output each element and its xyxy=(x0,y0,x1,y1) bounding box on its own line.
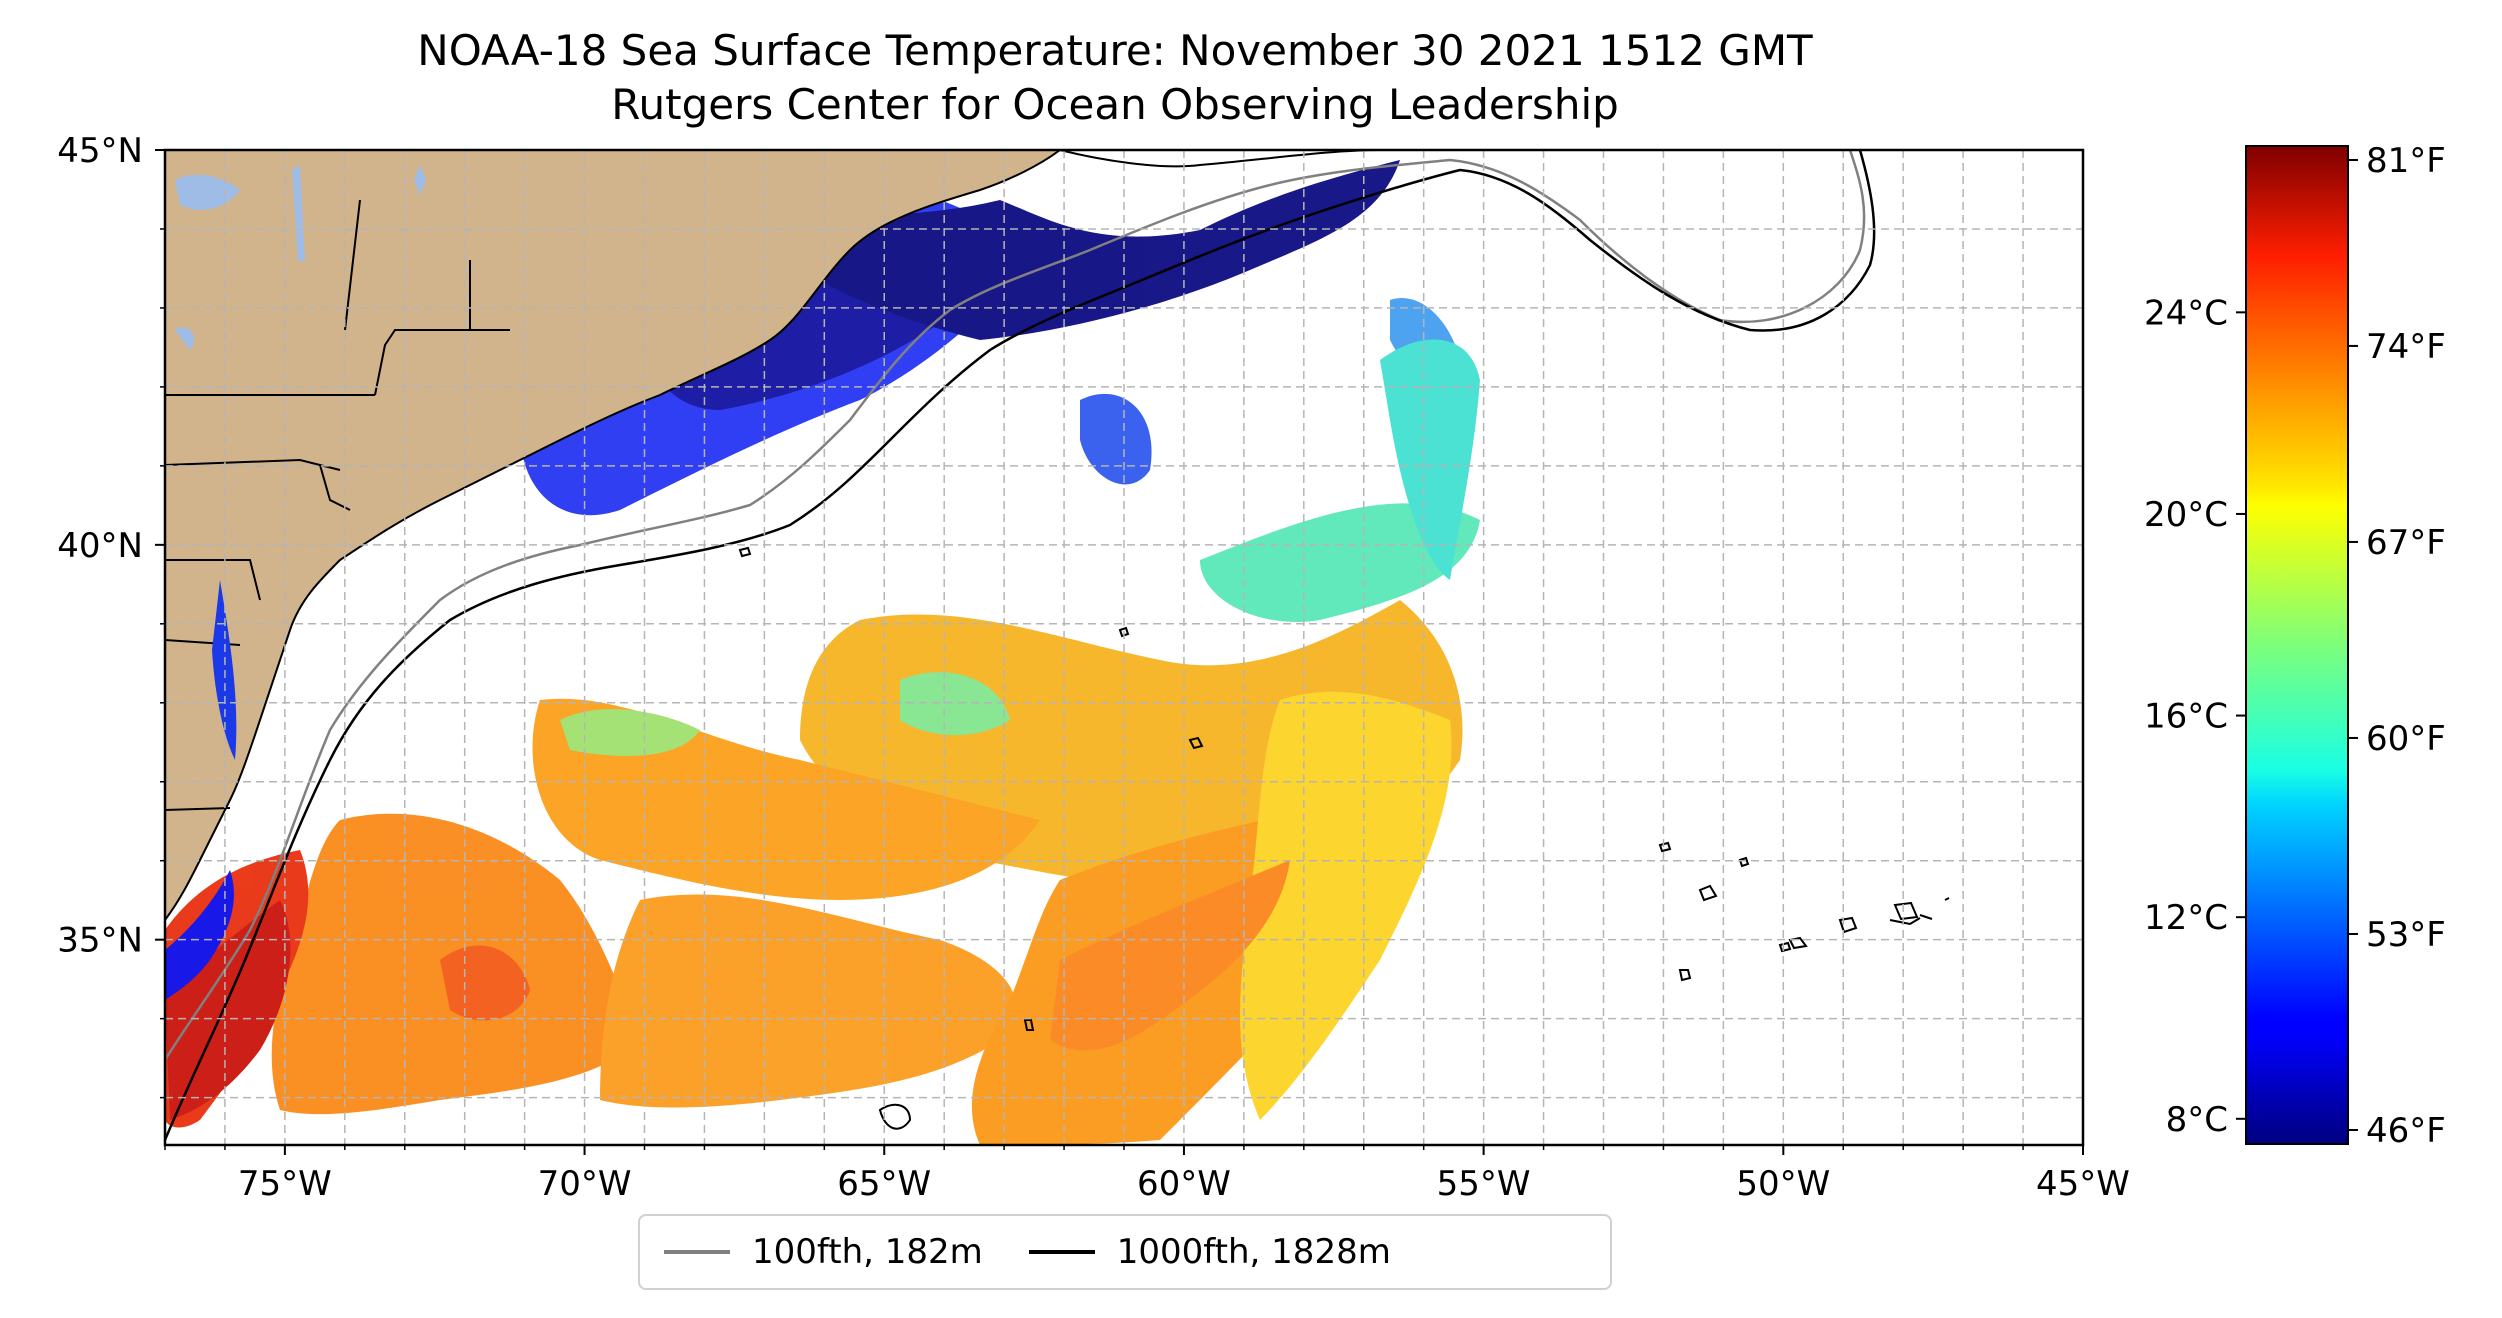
cb-fahrenheit-label: 53°F xyxy=(2366,915,2446,955)
legend-swatch-black xyxy=(1028,1250,1095,1254)
legend-item-100fth: 100fth, 182m xyxy=(640,1232,983,1272)
land-north-america xyxy=(165,150,1062,922)
cb-fahrenheit-label: 81°F xyxy=(2366,141,2446,181)
contour-1000fth xyxy=(165,150,1876,1141)
lon-tick-label: 45°W xyxy=(2036,1164,2130,1204)
cb-celsius-label: 20°C xyxy=(2144,495,2228,535)
lon-tick-label: 60°W xyxy=(1137,1164,1231,1204)
lakes xyxy=(175,165,426,350)
seamount-contours xyxy=(738,546,1950,1130)
map-gridlines xyxy=(165,150,2083,1145)
cb-fahrenheit-label: 60°F xyxy=(2366,719,2446,759)
cb-fahrenheit-label: 74°F xyxy=(2366,327,2446,367)
lon-tick-label: 65°W xyxy=(837,1164,931,1204)
latitude-axis: 45°N 40°N 35°N xyxy=(57,131,165,1099)
legend-label-1000fth: 1000fth, 1828m xyxy=(1116,1232,1391,1272)
colorbar xyxy=(2245,145,2349,1145)
colorbar-celsius-axis: 24°C 20°C 16°C 12°C 8°C xyxy=(2144,293,2246,1140)
legend-swatch-gray xyxy=(664,1250,730,1254)
contour-100fth xyxy=(165,150,1866,1061)
title-line-2: Rutgers Center for Ocean Observing Leade… xyxy=(611,80,1619,129)
title-line-1: NOAA-18 Sea Surface Temperature: Novembe… xyxy=(417,26,1813,75)
cb-celsius-label: 12°C xyxy=(2144,898,2228,938)
chart-title: NOAA-18 Sea Surface Temperature: Novembe… xyxy=(160,24,2070,132)
cb-fahrenheit-label: 46°F xyxy=(2366,1111,2446,1151)
legend-label-100fth: 100fth, 182m xyxy=(752,1232,983,1272)
colorbar-fahrenheit-axis: 81°F 74°F 67°F 60°F 53°F 46°F xyxy=(2348,141,2446,1151)
cb-celsius-label: 16°C xyxy=(2144,697,2228,737)
legend-item-1000fth: 1000fth, 1828m xyxy=(1005,1232,1391,1272)
lat-tick-label: 35°N xyxy=(57,921,143,961)
cb-fahrenheit-label: 67°F xyxy=(2366,523,2446,563)
cb-celsius-label: 8°C xyxy=(2166,1100,2228,1140)
lat-tick-label: 40°N xyxy=(57,526,143,566)
lon-tick-label: 50°W xyxy=(1736,1164,1830,1204)
lat-tick-label: 45°N xyxy=(57,131,143,171)
longitude-axis: 75°W 70°W 65°W 60°W 55°W 50°W 45°W xyxy=(164,1145,2130,1204)
cb-celsius-label: 24°C xyxy=(2144,293,2228,333)
state-borders xyxy=(165,199,510,811)
lon-tick-label: 55°W xyxy=(1437,1164,1531,1204)
coastline-nova-scotia xyxy=(1059,150,1381,168)
contour-legend: 100fth, 182m 1000fth, 1828m xyxy=(638,1214,1612,1290)
lon-tick-label: 70°W xyxy=(538,1164,632,1204)
lon-tick-label: 75°W xyxy=(238,1164,332,1204)
